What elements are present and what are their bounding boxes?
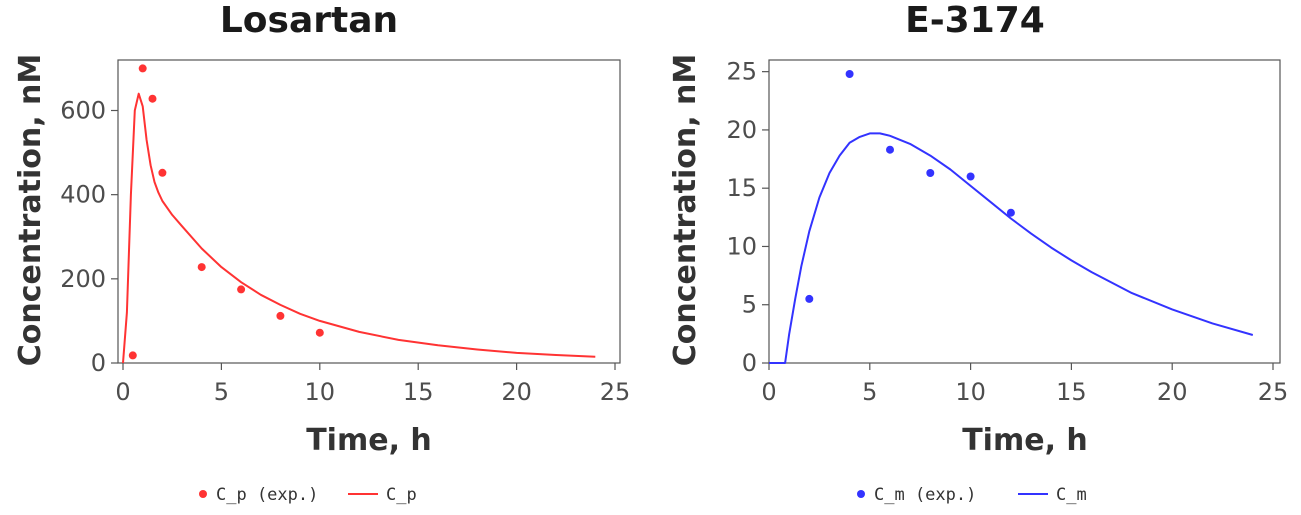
y-tick-label: 0: [91, 349, 106, 377]
plot-marks: [122, 64, 596, 364]
data-point: [237, 285, 246, 294]
legend-label-line: C_p: [386, 485, 417, 505]
x-tick-label: 20: [1157, 378, 1188, 406]
chart-panel-e3174: E-3174 Time, h Concentration, nM 0 5 10 15 2…: [668, 0, 1288, 505]
x-tick-label: 0: [115, 378, 130, 406]
x-tick-label: 0: [761, 378, 776, 406]
x-tick-label: 25: [1258, 378, 1289, 406]
y-tick-label: 5: [742, 291, 757, 319]
y-axis-label: Concentration, nM: [13, 54, 48, 367]
x-axis-ticks: 0 5 10 15 20 25: [115, 363, 630, 406]
plot-marks: [769, 70, 1254, 364]
data-point: [197, 263, 206, 272]
y-tick-label: 600: [60, 97, 106, 125]
y-tick-label: 400: [60, 181, 106, 209]
data-point: [805, 294, 814, 303]
y-axis-ticks: 0 200 400 600: [60, 97, 118, 377]
data-point: [128, 351, 137, 360]
legend-marker-scatter: [199, 490, 207, 498]
x-tick-label: 20: [501, 378, 532, 406]
y-axis-ticks: 0 5 10 15 20 25: [726, 58, 769, 377]
data-point: [148, 94, 157, 103]
plot-frame: [117, 59, 621, 364]
y-tick-label: 10: [726, 232, 757, 260]
x-axis-label: Time, h: [306, 423, 432, 458]
x-tick-label: 10: [305, 378, 336, 406]
y-tick-label: 0: [742, 349, 757, 377]
chart-panel-losartan: Losartan Time, h Concentration, nM 0 5 10 1…: [13, 0, 630, 505]
legend: C_m (exp.) C_m: [857, 485, 1087, 505]
legend: C_p (exp.) C_p: [199, 485, 417, 505]
y-tick-label: 200: [60, 265, 106, 293]
legend-label-line: C_m: [1056, 485, 1087, 505]
legend-marker-scatter: [857, 490, 865, 498]
data-point: [158, 168, 167, 177]
x-axis-label: Time, h: [962, 423, 1088, 458]
data-point: [315, 328, 324, 337]
series-line: [769, 132, 1254, 364]
data-point: [966, 172, 975, 181]
x-tick-label: 5: [862, 378, 877, 406]
chart-title: Losartan: [220, 0, 398, 41]
x-tick-label: 15: [403, 378, 434, 406]
plot-frame: [768, 59, 1281, 364]
data-point: [886, 145, 894, 154]
series-line: [122, 92, 596, 364]
chart-title: E-3174: [905, 0, 1045, 41]
y-axis-label: Concentration, nM: [668, 54, 703, 367]
x-tick-label: 5: [214, 378, 229, 406]
x-tick-label: 10: [955, 378, 986, 406]
x-tick-label: 25: [600, 378, 631, 406]
x-tick-label: 15: [1056, 378, 1087, 406]
data-point: [1006, 208, 1015, 217]
y-tick-label: 20: [726, 116, 757, 144]
x-axis-ticks: 0 5 10 15 20 25: [761, 363, 1288, 406]
data-point: [845, 70, 854, 78]
y-tick-label: 15: [726, 174, 757, 202]
data-point: [276, 311, 285, 320]
data-point: [138, 64, 147, 73]
legend-label-scatter: C_m (exp.): [874, 485, 976, 505]
data-point: [926, 169, 935, 177]
y-tick-label: 25: [726, 58, 757, 86]
legend-label-scatter: C_p (exp.): [216, 485, 318, 505]
